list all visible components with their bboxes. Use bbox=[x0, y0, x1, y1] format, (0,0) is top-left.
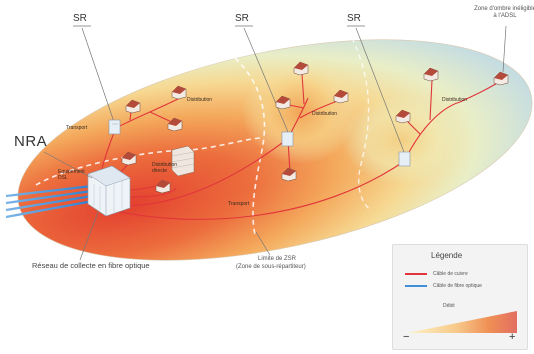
distribution-label-2: Distribution bbox=[312, 111, 338, 117]
sr-cabinet-1 bbox=[108, 119, 121, 135]
house-icon bbox=[423, 67, 439, 82]
nra-label: NRA bbox=[14, 133, 48, 150]
debit-gradient bbox=[407, 311, 517, 333]
house-icon bbox=[275, 95, 291, 110]
house-icon bbox=[493, 71, 509, 86]
legend-plus: + bbox=[509, 331, 516, 343]
nra-leader bbox=[43, 151, 93, 179]
house-icon bbox=[125, 99, 141, 114]
legend-minus: − bbox=[403, 331, 410, 343]
legend-copper-row: Câble de cuivre bbox=[405, 271, 468, 277]
sr-cabinet-3 bbox=[398, 151, 411, 167]
sr-stems bbox=[73, 25, 405, 153]
legend-box: Légende Câble de cuivre Câble de fibre o… bbox=[392, 244, 528, 350]
house-icon bbox=[155, 179, 171, 194]
legend-copper-label: Câble de cuivre bbox=[433, 271, 468, 277]
house-icon bbox=[293, 61, 309, 76]
sr-label-3: SR bbox=[347, 13, 361, 24]
nra-building bbox=[87, 165, 131, 217]
sub-zone-2-pocket bbox=[242, 60, 358, 164]
collecte-leader bbox=[79, 211, 99, 261]
house-icon bbox=[171, 85, 187, 100]
house-icon bbox=[121, 151, 137, 166]
copper-swatch bbox=[405, 272, 427, 275]
zone-ineligible-label: Zone d'ombre inéligible à l'ADSL bbox=[474, 6, 534, 19]
zsr-boundary-1 bbox=[35, 137, 261, 186]
fiber-optic-bundle bbox=[5, 184, 94, 219]
legend-title: Légende bbox=[431, 251, 463, 260]
sr-label-2: SR bbox=[235, 13, 249, 24]
zone-sous-repartiteur-label: (Zone de sous-répartiteur) bbox=[236, 264, 306, 270]
zsr-boundary-2 bbox=[234, 57, 266, 236]
legend-fiber-row: Câble de fibre optique bbox=[405, 283, 482, 289]
legend-fiber-label: Câble de fibre optique bbox=[433, 283, 482, 289]
legend-debit-label: Débit bbox=[443, 303, 455, 309]
ineligible-leader bbox=[502, 25, 507, 73]
equipement-label: Equipement DSL bbox=[58, 169, 85, 181]
house-icon bbox=[395, 109, 411, 124]
fiber-swatch bbox=[405, 284, 427, 287]
sr-label-1: SR bbox=[73, 13, 87, 24]
apartment-block bbox=[171, 145, 195, 177]
houses bbox=[121, 61, 509, 194]
sr-cabinet-2 bbox=[281, 131, 294, 147]
house-icon bbox=[281, 167, 297, 182]
transport-label-1: Transport bbox=[66, 125, 88, 131]
distribution-label-1: Distribution bbox=[187, 97, 213, 103]
distribution-label-3: Distribution bbox=[442, 97, 468, 103]
house-icon bbox=[333, 89, 349, 104]
transport-label-2: Transport bbox=[228, 201, 250, 207]
sub-zone-3-pocket bbox=[342, 96, 462, 184]
zsr-leader bbox=[255, 231, 271, 256]
limite-zsr-label: Limite de ZSR bbox=[258, 256, 297, 262]
reseau-collecte-label: Réseau de collecte en fibre optique bbox=[32, 261, 150, 270]
distribution-directe-label: Distribution directe bbox=[152, 162, 178, 174]
house-icon bbox=[167, 117, 183, 132]
